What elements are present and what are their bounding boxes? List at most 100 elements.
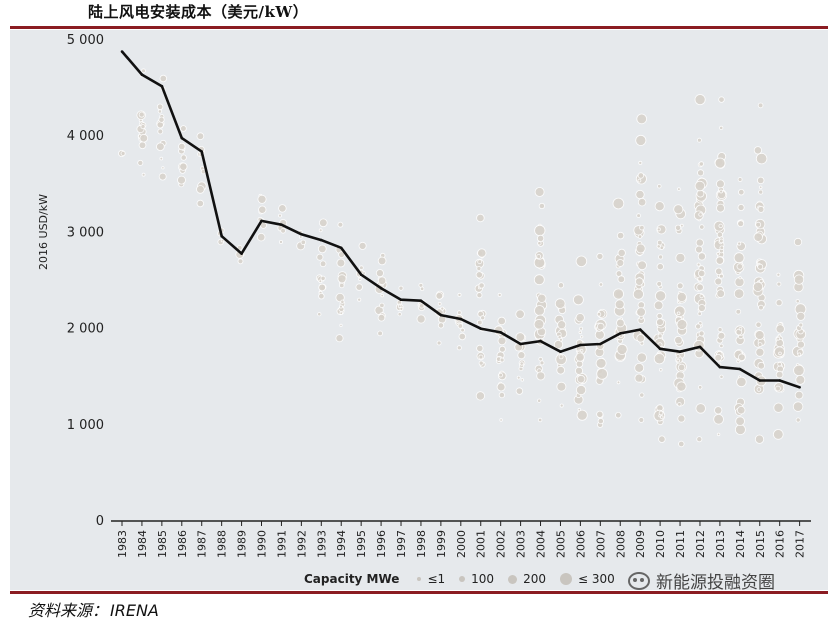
project-bubble — [676, 381, 687, 392]
project-bubble — [737, 203, 745, 211]
project-bubble — [139, 133, 149, 143]
project-bubble — [715, 256, 724, 265]
project-bubble — [158, 172, 167, 181]
project-bubble — [597, 417, 604, 425]
project-bubble — [676, 311, 681, 316]
project-bubble — [719, 125, 724, 131]
project-bubble — [337, 274, 347, 284]
project-bubble — [757, 102, 764, 109]
project-bubble — [458, 332, 466, 341]
x-tick-label: 1985 — [156, 530, 169, 558]
project-bubble — [759, 278, 764, 284]
line-point — [678, 350, 682, 354]
line-point — [120, 50, 124, 53]
line-point — [798, 386, 801, 389]
project-bubble — [736, 376, 747, 388]
project-bubble — [735, 416, 745, 427]
project-bubble — [278, 204, 287, 213]
project-bubble — [756, 387, 762, 392]
line-point — [399, 298, 403, 302]
project-bubble — [719, 343, 724, 349]
project-bubble — [719, 189, 723, 194]
legend-item-200: 200 — [508, 572, 546, 586]
project-bubble — [557, 320, 567, 330]
x-tick-label: 1999 — [435, 530, 448, 558]
project-bubble — [397, 312, 402, 317]
project-bubble — [613, 288, 625, 300]
project-bubble — [237, 258, 244, 265]
project-bubble — [336, 258, 346, 268]
x-tick-label: 1993 — [315, 530, 328, 558]
project-bubble — [220, 238, 225, 243]
project-bubble — [757, 205, 765, 213]
project-bubble — [536, 371, 546, 381]
project-bubble — [755, 152, 768, 165]
project-bubble — [676, 282, 684, 290]
project-bubble — [716, 252, 720, 256]
bottom-rule — [10, 591, 828, 594]
x-tick-label: 2009 — [634, 530, 647, 558]
project-bubble — [795, 417, 801, 423]
source-label: 资料来源： — [28, 601, 109, 620]
project-bubble — [577, 407, 581, 412]
project-bubble — [180, 125, 187, 132]
x-tick-label: 2006 — [574, 530, 587, 558]
project-bubble — [714, 406, 723, 415]
project-bubble — [632, 288, 644, 300]
project-bubble — [257, 194, 267, 204]
project-bubble — [795, 374, 806, 385]
project-bubble — [656, 312, 663, 320]
project-bubble — [775, 324, 785, 334]
project-bubble — [616, 380, 621, 385]
project-bubble — [437, 301, 442, 306]
x-tick-label: 2004 — [535, 530, 548, 558]
project-bubble — [737, 220, 745, 228]
project-bubble — [377, 330, 383, 337]
project-bubble — [698, 304, 706, 312]
project-bubble — [697, 169, 705, 177]
project-bubble — [475, 271, 483, 279]
project-bubble — [156, 142, 165, 152]
project-bubble — [694, 94, 706, 106]
project-bubble — [196, 132, 205, 141]
project-bubble — [516, 375, 521, 380]
project-bubble — [656, 239, 663, 246]
chart-legend: Capacity MWe ≤1 100 200 ≤ 300 — [304, 572, 629, 586]
project-bubble — [616, 231, 625, 240]
legend-dot-icon — [459, 576, 466, 582]
wechat-icon — [628, 571, 650, 590]
project-bubble — [536, 254, 542, 259]
project-bubble — [716, 203, 725, 213]
project-bubble — [596, 410, 604, 418]
project-bubble — [478, 360, 484, 366]
project-bubble — [612, 197, 625, 210]
project-bubble — [538, 202, 546, 210]
project-bubble — [699, 293, 704, 299]
project-bubble — [398, 285, 404, 291]
project-bubble — [772, 429, 784, 440]
project-bubble — [695, 245, 703, 254]
project-bubble — [537, 241, 542, 246]
project-bubble — [456, 345, 462, 351]
project-bubble — [578, 330, 582, 335]
project-bubble — [758, 304, 764, 311]
x-tick-label: 2013 — [714, 530, 727, 558]
project-bubble — [697, 311, 702, 316]
project-bubble — [576, 374, 586, 384]
project-bubble — [159, 74, 167, 83]
project-bubble — [755, 221, 762, 228]
project-bubble — [178, 142, 186, 151]
project-bubble — [497, 316, 506, 326]
project-bubble — [718, 223, 723, 229]
line-point — [579, 343, 582, 347]
project-bubble — [656, 227, 661, 232]
project-bubble — [714, 277, 723, 286]
project-bubble — [159, 156, 164, 161]
line-point — [698, 345, 702, 349]
project-bubble — [755, 347, 765, 357]
project-bubble — [499, 418, 503, 422]
project-bubble — [680, 223, 684, 228]
project-bubble — [499, 357, 505, 363]
project-bubble — [278, 213, 282, 218]
project-bubble — [718, 96, 725, 103]
